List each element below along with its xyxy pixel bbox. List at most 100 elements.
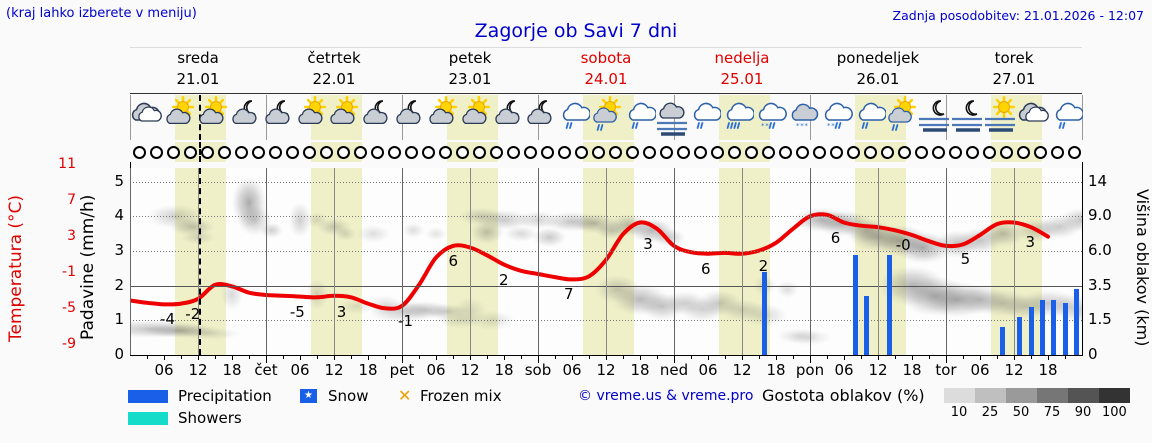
cloud-snow-mix-icon: * * [753, 95, 788, 140]
hour-marker [506, 146, 520, 159]
day-separator [1082, 95, 1083, 140]
day-date: 27.01 [992, 70, 1036, 88]
cloud-density-title: Gostota oblakov (%) [762, 386, 925, 405]
copyright-label[interactable]: © vreme.us & vreme.pro [578, 388, 754, 404]
precipitation-bar [864, 296, 870, 355]
sun-cloud-icon [162, 95, 196, 140]
x-axis-label: pon [795, 361, 825, 379]
day-header-3: sobota 24.01 [538, 48, 674, 90]
day-date: 24.01 [584, 70, 628, 88]
x-tick [640, 355, 641, 360]
x-axis-label: 12 [732, 361, 752, 379]
temperature-value-label: 3 [336, 303, 347, 322]
day-header-0: sreda 21.01 [130, 48, 266, 90]
x-tick-minor [385, 355, 386, 359]
temperature-value-label: 6 [700, 259, 711, 278]
x-tick-minor [861, 355, 862, 359]
hour-marker [183, 146, 197, 159]
day-separator [130, 168, 131, 355]
cloud-density-bin [1099, 388, 1130, 403]
current-time-line [198, 142, 201, 162]
hour-marker [693, 146, 707, 159]
cloud-density-value: 90 [1074, 405, 1092, 420]
precipitation-bar [1039, 299, 1045, 355]
moon-wind-icon [950, 95, 984, 140]
hour-marker [1067, 146, 1081, 159]
precipitation-tick: 5 [114, 171, 124, 190]
hour-marker [727, 146, 741, 159]
x-axis-label: 06 [290, 361, 310, 379]
hour-marker [319, 146, 333, 159]
temperature-value-label: 3 [643, 234, 653, 253]
x-tick-minor [1031, 355, 1032, 359]
gridline-v [198, 168, 199, 355]
hour-marker [387, 146, 401, 159]
cloud-snow-mix-icon: * * [819, 95, 853, 140]
temperature-value-label: -0 [895, 236, 911, 255]
x-tick-minor [657, 355, 658, 359]
temperature-tick: -9 [62, 336, 76, 352]
cloud-density-value: 100 [1102, 405, 1127, 420]
precipitation-tick: 0 [114, 345, 124, 363]
precipitation-bar [1000, 327, 1006, 355]
sun-wind-icon [983, 95, 1017, 140]
svg-text:*: * [827, 122, 831, 130]
x-tick-minor [997, 355, 998, 359]
x-tick [402, 355, 403, 363]
hour-marker [778, 146, 792, 159]
day-separator [130, 95, 131, 140]
frozen-mix-icon: ✕ [398, 386, 412, 405]
x-axis-label: 18 [494, 361, 514, 379]
hour-marker [217, 146, 231, 159]
temperature-axis-title: Temperatura (°C) [6, 194, 26, 342]
temperature-value-label: 2 [499, 270, 509, 289]
sun-cloud-icon [458, 95, 492, 140]
x-axis-label: 18 [630, 361, 650, 379]
gridline-v [606, 168, 607, 355]
x-axis-label: 06 [154, 361, 174, 379]
hour-marker [166, 146, 180, 159]
day-separator [266, 168, 267, 355]
x-axis-label: pet [389, 361, 415, 379]
svg-text:*: * [796, 122, 800, 130]
svg-text:*: * [831, 122, 835, 130]
x-tick-minor [1065, 355, 1066, 359]
temperature-value-label: -4 [160, 310, 176, 329]
hour-marker [676, 146, 690, 159]
sun-cloud-rain-icon [589, 95, 623, 140]
day-name: torek [994, 49, 1034, 67]
x-tick [742, 355, 743, 360]
x-axis-label: 12 [868, 361, 888, 379]
x-axis-label: 12 [596, 361, 616, 379]
x-tick-minor [487, 355, 488, 359]
x-tick-minor [691, 355, 692, 359]
day-header-6: torek 27.01 [946, 48, 1082, 90]
day-header-top-rule [130, 47, 1082, 48]
cloud-rain-icon [687, 95, 722, 140]
x-tick [708, 355, 709, 360]
x-tick-minor [963, 355, 964, 359]
sun-cloud-icon [425, 95, 459, 140]
x-tick [266, 355, 267, 363]
x-tick [1014, 355, 1015, 360]
x-tick [844, 355, 845, 360]
legend-snow-label: Snow [328, 387, 369, 405]
current-time-line [198, 95, 201, 140]
hour-marker [574, 146, 588, 159]
hour-marker [557, 146, 571, 159]
cloud-height-tick: 3.5 [1088, 275, 1112, 294]
x-axis-label: 18 [1038, 361, 1058, 379]
day-name: petek [448, 49, 492, 67]
x-tick [300, 355, 301, 360]
x-axis-label: 06 [426, 361, 446, 379]
x-tick [606, 355, 607, 360]
moon-cloud-icon [392, 95, 426, 140]
hour-marker [1033, 146, 1047, 159]
cloud-rain-icon [556, 95, 591, 140]
day-date: 26.01 [856, 70, 900, 88]
precipitation-tick: 1 [114, 310, 124, 329]
cloud-density-value: 50 [1012, 405, 1030, 420]
x-tick [436, 355, 437, 360]
hour-marker [251, 146, 265, 159]
x-tick [946, 355, 947, 363]
